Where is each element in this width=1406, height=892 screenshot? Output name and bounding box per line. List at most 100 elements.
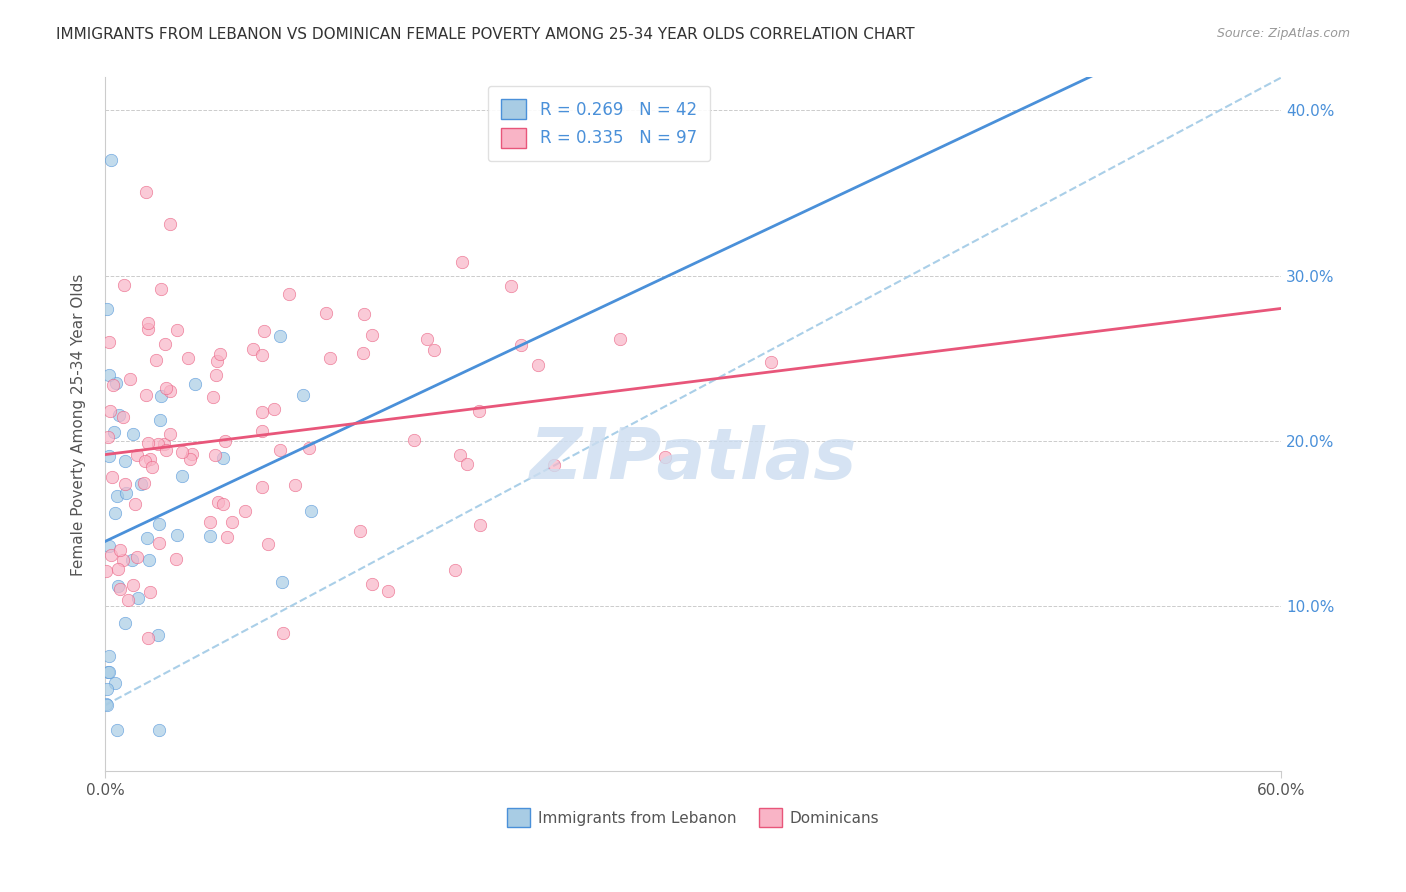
Point (654, 450, 676, 465)
Point (145, 352, 167, 367)
Point (149, 413, 172, 427)
Point (138, 553, 160, 567)
Point (198, 529, 221, 543)
Text: Source: ZipAtlas.com: Source: ZipAtlas.com (1216, 27, 1350, 40)
Point (129, 477, 152, 491)
Point (456, 457, 478, 471)
Point (155, 442, 177, 457)
Point (208, 347, 231, 361)
Point (315, 306, 337, 320)
Point (148, 723, 170, 737)
Point (148, 517, 170, 532)
Point (319, 351, 342, 366)
Point (108, 582, 131, 596)
Point (177, 351, 200, 365)
Point (284, 478, 307, 492)
Point (139, 452, 162, 467)
Point (252, 480, 274, 494)
Point (111, 552, 134, 566)
Point (110, 543, 132, 558)
Point (96, 301, 118, 316)
Point (105, 489, 128, 503)
Point (271, 626, 294, 640)
Point (212, 498, 235, 512)
Point (205, 368, 228, 382)
Point (105, 723, 128, 738)
Point (292, 388, 315, 402)
Point (166, 324, 188, 338)
Point (97, 539, 120, 553)
Point (107, 580, 129, 594)
Point (269, 328, 291, 343)
Point (94, 564, 117, 578)
Point (207, 495, 229, 509)
Point (352, 346, 374, 360)
Point (527, 359, 550, 373)
Point (179, 452, 201, 467)
Point (118, 372, 141, 386)
Point (97, 665, 120, 680)
Point (114, 477, 136, 491)
Point (146, 628, 169, 642)
Point (150, 282, 173, 296)
Point (127, 591, 149, 605)
Point (450, 255, 472, 269)
Legend: Immigrants from Lebanon, Dominicans: Immigrants from Lebanon, Dominicans (501, 802, 886, 833)
Point (112, 278, 135, 293)
Point (444, 563, 467, 577)
Point (252, 424, 274, 438)
Point (141, 459, 163, 474)
Point (148, 536, 170, 550)
Point (97, 648, 120, 663)
Point (250, 348, 273, 362)
Point (269, 443, 291, 458)
Point (543, 458, 565, 472)
Point (221, 515, 243, 529)
Point (98, 404, 121, 418)
Text: IMMIGRANTS FROM LEBANON VS DOMINICAN FEMALE POVERTY AMONG 25-34 YEAR OLDS CORREL: IMMIGRANTS FROM LEBANON VS DOMINICAN FEM… (56, 27, 915, 42)
Point (242, 342, 264, 356)
Point (159, 384, 181, 399)
Point (271, 575, 294, 590)
Point (108, 408, 131, 422)
Point (127, 549, 149, 564)
Point (609, 332, 631, 346)
Point (96, 697, 118, 711)
Point (253, 325, 276, 339)
Point (205, 354, 228, 368)
Point (124, 497, 146, 511)
Point (103, 425, 125, 439)
Point (121, 578, 143, 592)
Point (166, 528, 188, 542)
Point (278, 286, 301, 301)
Point (146, 437, 169, 451)
Point (361, 576, 384, 591)
Point (467, 403, 489, 417)
Point (127, 448, 149, 462)
Point (214, 434, 236, 449)
Point (97, 665, 120, 679)
Point (104, 376, 127, 391)
Point (97, 430, 120, 444)
Point (184, 376, 207, 391)
Point (155, 381, 177, 395)
Point (115, 485, 138, 500)
Point (138, 435, 160, 450)
Point (136, 316, 159, 330)
Point (172, 468, 194, 483)
Point (499, 279, 522, 293)
Point (200, 515, 222, 529)
Point (449, 448, 471, 462)
Point (96, 698, 118, 713)
Point (263, 401, 285, 416)
Y-axis label: Female Poverty Among 25-34 Year Olds: Female Poverty Among 25-34 Year Olds (72, 273, 86, 575)
Point (136, 322, 159, 336)
Point (134, 454, 156, 468)
Point (96, 681, 118, 696)
Point (353, 307, 375, 321)
Point (98, 334, 121, 349)
Point (135, 387, 157, 401)
Point (104, 675, 127, 690)
Point (121, 426, 143, 441)
Point (114, 454, 136, 468)
